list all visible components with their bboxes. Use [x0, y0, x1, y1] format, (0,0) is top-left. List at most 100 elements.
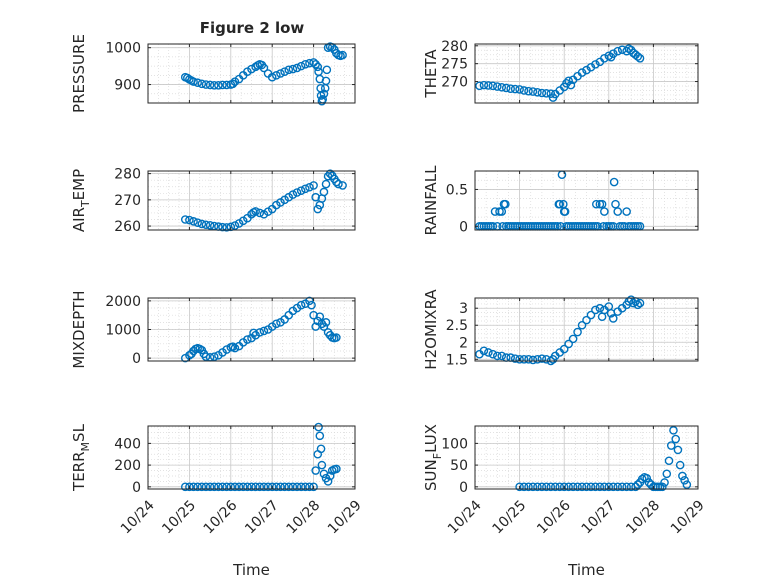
data-point — [479, 346, 489, 356]
data-point — [234, 482, 244, 492]
data-point — [332, 464, 341, 474]
x-tick-label: 10/24 — [445, 497, 485, 537]
data-point — [255, 328, 265, 337]
y-tick-label: 275 — [441, 57, 468, 73]
y-tick-label: 280 — [114, 167, 141, 183]
data-point — [537, 354, 547, 363]
data-point — [682, 480, 692, 489]
data-point — [251, 482, 260, 492]
data-series — [515, 426, 692, 492]
y-axis-label: AIRTEMP — [70, 169, 92, 232]
data-point — [296, 300, 306, 310]
data-point — [519, 354, 529, 364]
data-point — [276, 69, 285, 78]
data-point — [259, 482, 269, 492]
data-point — [497, 351, 507, 361]
data-point — [680, 476, 689, 485]
data-point — [189, 77, 198, 86]
y-tick-label: 0 — [459, 480, 468, 496]
data-point — [189, 217, 198, 226]
data-point — [488, 81, 498, 91]
data-point — [267, 72, 277, 82]
data-point — [631, 482, 640, 492]
data-point — [524, 354, 533, 364]
data-point — [180, 482, 190, 492]
axes-frame — [147, 170, 356, 231]
data-point — [263, 482, 273, 492]
data-point — [658, 482, 667, 492]
data-series — [475, 295, 645, 366]
data-point — [296, 186, 306, 195]
data-point — [222, 80, 231, 90]
data-point — [288, 64, 298, 74]
data-point — [555, 199, 565, 209]
data-point — [280, 482, 289, 492]
data-point — [259, 326, 269, 336]
data-point — [338, 181, 347, 190]
axes-frame — [147, 425, 356, 490]
x-tick-label: 10/27 — [579, 497, 619, 537]
y-tick-label: 280 — [441, 39, 468, 55]
data-point — [189, 482, 198, 492]
data-point — [586, 482, 596, 492]
data-point — [546, 482, 556, 492]
data-point — [214, 482, 223, 492]
data-point — [209, 81, 219, 90]
y-tick-label: 0 — [132, 351, 141, 367]
data-point — [301, 184, 310, 194]
data-point — [633, 52, 643, 61]
subplot-air-temp: 260 270 280 AIRTEMP — [70, 167, 356, 235]
data-point — [301, 482, 310, 492]
data-point — [564, 76, 573, 86]
y-tick-label: 900 — [114, 78, 141, 94]
data-point — [201, 352, 211, 362]
data-point — [311, 59, 320, 69]
data-point — [666, 441, 676, 450]
data-point — [542, 89, 551, 98]
data-point — [243, 482, 252, 492]
y-tick-label: 0 — [132, 480, 141, 496]
data-point — [259, 63, 269, 73]
data-point — [307, 300, 316, 310]
data-point — [501, 199, 510, 209]
x-tick-label: 10/26 — [201, 497, 241, 537]
y-tick-label: 50 — [450, 458, 468, 474]
data-point — [664, 456, 674, 466]
data-point — [608, 49, 618, 58]
data-point — [323, 477, 333, 486]
data-point — [201, 482, 211, 492]
data-point — [272, 71, 281, 80]
data-point — [591, 305, 600, 315]
data-point — [296, 61, 306, 71]
data-point — [180, 215, 190, 224]
subplot-terr-msl: 0 200 400 10/24 10/25 10/26 10/27 10/28 10/29 Tim… — [70, 422, 365, 579]
data-point — [479, 80, 489, 90]
data-point — [573, 482, 582, 492]
data-point — [484, 81, 493, 90]
data-series — [180, 42, 347, 106]
y-tick-label: 260 — [114, 219, 141, 235]
axes-background — [475, 426, 698, 489]
data-series — [180, 296, 341, 363]
data-point — [637, 474, 647, 484]
data-point — [218, 80, 227, 90]
axes-background — [475, 171, 698, 230]
x-tick-label: 10/25 — [490, 497, 530, 537]
x-axis-label: Time — [567, 561, 605, 579]
data-point — [205, 80, 215, 90]
data-point — [319, 187, 329, 197]
data-point — [622, 207, 631, 216]
x-tick-label: 10/29 — [668, 497, 708, 537]
data-point — [243, 335, 252, 344]
data-point — [314, 422, 323, 432]
data-point — [537, 482, 547, 492]
data-point — [267, 482, 277, 492]
data-point — [533, 354, 542, 364]
data-point — [338, 50, 347, 60]
data-point — [255, 208, 265, 218]
data-point — [488, 349, 498, 359]
subplot-sun-flux: 0 50 100 10/24 10/25 10/26 10/27 10/28 10/29 Time… — [422, 424, 708, 579]
data-point — [510, 354, 520, 363]
